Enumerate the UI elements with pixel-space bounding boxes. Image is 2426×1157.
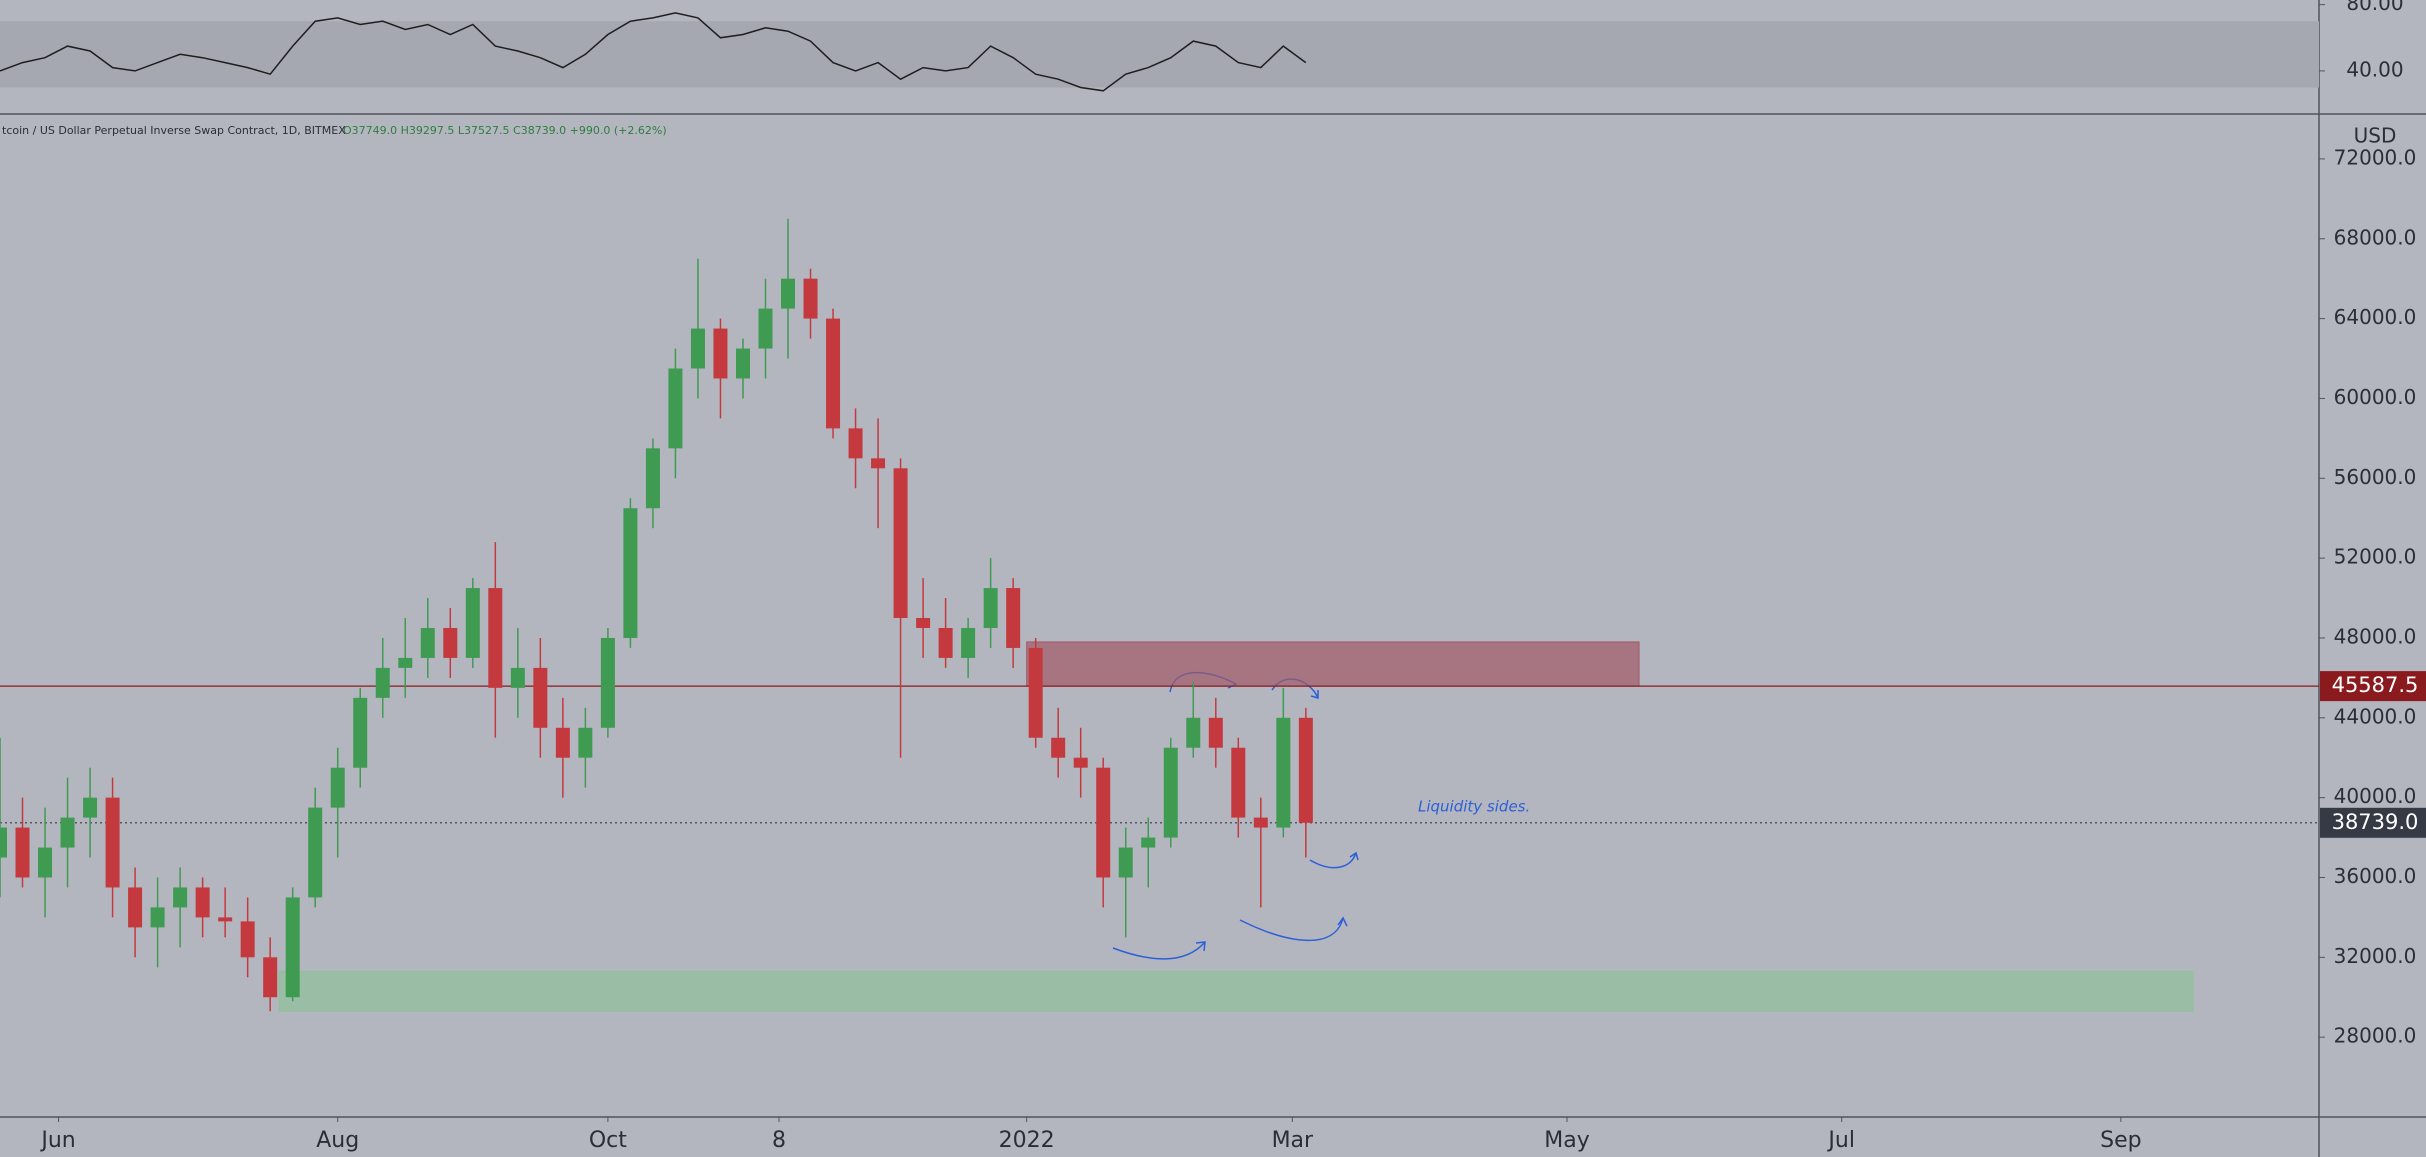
price-label-box [2320, 807, 2426, 838]
rsi-line [0, 12, 1307, 92]
candle-body [488, 588, 503, 688]
candle-body [645, 448, 660, 509]
candle-body [871, 458, 886, 469]
candle-body [15, 827, 30, 878]
candle-body [465, 588, 480, 658]
price-label: 38739.0 [2332, 810, 2419, 834]
y-tick-label: 28000.0 [2334, 1024, 2417, 1048]
candle-body [0, 827, 7, 858]
x-tick-label: 8 [772, 1128, 786, 1153]
candle-body [83, 797, 98, 818]
candle-body [105, 797, 120, 888]
candle-body [1208, 717, 1223, 748]
candle-body [375, 667, 390, 698]
currency-label: USD [2354, 124, 2397, 148]
zone [278, 970, 2194, 1012]
zone [1026, 641, 1640, 687]
candle-body [1186, 717, 1201, 748]
candle-body [128, 887, 143, 928]
y-tick-label: 48000.0 [2334, 624, 2417, 648]
candle-body [916, 617, 931, 628]
candle-body [1118, 847, 1133, 878]
candle-body [555, 727, 570, 758]
y-tick-label: 36000.0 [2334, 864, 2417, 888]
candle-body [1163, 747, 1178, 838]
candles [0, 218, 1313, 1012]
x-tick-label: Sep [2100, 1128, 2141, 1153]
candle-body [398, 657, 413, 668]
candle-body [713, 328, 728, 379]
candle-body [173, 887, 188, 908]
candle-body [1141, 837, 1156, 848]
candle-body [150, 907, 165, 928]
candle-body [690, 328, 705, 369]
candle-body [1073, 757, 1088, 768]
price-label: 45587.5 [2332, 673, 2419, 697]
candle-body [893, 468, 908, 618]
candle-body [533, 667, 548, 728]
x-tick-label: Jul [1826, 1128, 1855, 1153]
ohlc-values: O37749.0 H39297.5 L37527.5 C38739.0 +990… [343, 124, 667, 137]
candle-body [961, 627, 976, 658]
candle-body [1276, 717, 1291, 828]
candle-body [578, 727, 593, 758]
candle-body [1028, 647, 1043, 738]
y-tick-label: 40000.0 [2334, 784, 2417, 808]
price-label-box [2320, 671, 2426, 702]
candle-body [735, 348, 750, 379]
candle-body [510, 667, 525, 688]
rsi-tick-label: 80.00 [2346, 0, 2403, 15]
candle-body [1006, 588, 1021, 648]
candle-body [600, 637, 615, 728]
candle-body [308, 807, 323, 898]
y-tick-label: 72000.0 [2334, 145, 2417, 169]
candle-body [420, 627, 435, 658]
y-tick-label: 56000.0 [2334, 465, 2417, 489]
x-tick-label: Mar [1272, 1128, 1314, 1153]
candle-body [285, 897, 300, 998]
candle-body [195, 887, 210, 918]
candle-body [1298, 717, 1313, 823]
y-tick-label: 60000.0 [2334, 385, 2417, 409]
candle-body [353, 697, 368, 768]
symbol-title: tcoin / US Dollar Perpetual Inverse Swap… [2, 124, 346, 137]
y-tick-label: 32000.0 [2334, 944, 2417, 968]
candle-body [938, 627, 953, 658]
candle-body [1253, 817, 1268, 828]
candle-body [826, 318, 841, 429]
candle-body [803, 278, 818, 319]
candle-body [1096, 767, 1111, 878]
rsi-band [0, 21, 2319, 88]
x-tick-label: 2022 [999, 1128, 1055, 1153]
annotation: Liquidity sides. [1418, 798, 1530, 816]
candle-body [781, 278, 796, 309]
candle-body [1051, 737, 1066, 758]
candle-body [443, 627, 458, 658]
x-tick-label: May [1544, 1128, 1589, 1153]
candle-body [1231, 747, 1246, 818]
candle-body [758, 308, 773, 349]
candle-body [983, 588, 998, 628]
candle-body [263, 957, 278, 998]
y-tick-label: 68000.0 [2334, 225, 2417, 249]
x-tick-label: Aug [316, 1128, 359, 1153]
candle-body [623, 508, 638, 638]
candle-body [848, 428, 863, 459]
y-tick-label: 44000.0 [2334, 704, 2417, 728]
x-tick-label: Jun [39, 1128, 75, 1153]
rsi-tick-label: 40.00 [2346, 57, 2403, 81]
x-tick-label: Oct [589, 1128, 627, 1153]
candle-body [240, 921, 255, 958]
candle-body [668, 368, 683, 449]
y-tick-label: 64000.0 [2334, 305, 2417, 329]
candle-body [330, 767, 345, 808]
candle-body [60, 817, 75, 848]
y-tick-label: 52000.0 [2334, 545, 2417, 569]
candle-body [38, 847, 53, 878]
candle-body [218, 917, 233, 922]
